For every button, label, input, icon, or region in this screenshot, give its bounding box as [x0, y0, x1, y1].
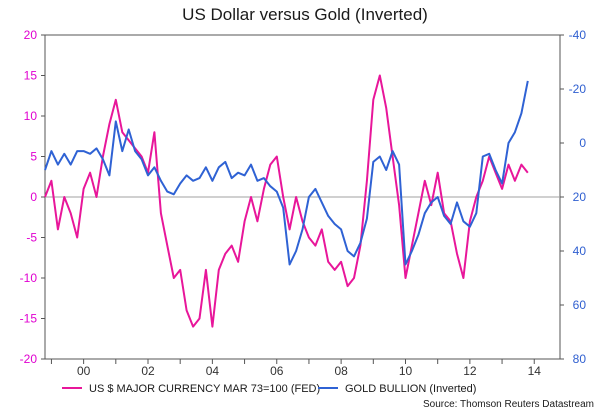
right-axis-tick-label: 60 — [573, 298, 587, 312]
x-axis-tick-label: 02 — [141, 364, 155, 378]
left-axis-tick-label: 10 — [24, 109, 38, 123]
legend-label-usd: US $ MAJOR CURRENCY MAR 73=100 (FED) — [89, 383, 320, 395]
left-axis-tick-label: 20 — [24, 28, 38, 42]
right-axis-tick-label: 0 — [579, 136, 586, 150]
left-axis-tick-label: -15 — [20, 312, 38, 326]
x-axis-tick-label: 08 — [334, 364, 348, 378]
series-line-gold-bullion-inverted — [44, 80, 529, 266]
x-axis-tick-label: 06 — [270, 364, 284, 378]
legend-label-gold: GOLD BULLION (Inverted) — [345, 383, 476, 395]
left-axis-tick-label: 5 — [30, 150, 37, 164]
left-axis-tick-label: -20 — [20, 352, 38, 366]
x-axis-tick-label: 00 — [77, 364, 91, 378]
x-axis-tick-label: 04 — [206, 364, 220, 378]
right-axis-tick-label: 40 — [573, 244, 587, 258]
series-line-usd-major-currency — [44, 74, 529, 328]
left-axis-tick-label: -10 — [20, 271, 38, 285]
right-axis-tick-label: 80 — [573, 352, 587, 366]
x-axis-tick-label: 14 — [528, 364, 542, 378]
left-axis-tick-label: 0 — [30, 190, 37, 204]
legend: US $ MAJOR CURRENCY MAR 73=100 (FED) GOL… — [62, 383, 476, 395]
chart-title: US Dollar versus Gold (Inverted) — [182, 5, 428, 24]
right-axis-tick-label: 20 — [573, 190, 587, 204]
tick-layer: 20 15 10 5 0 -5 -10 -15 -20 -40 -20 0 20 40 60 80 00 02 04… — [20, 28, 587, 378]
right-axis-tick-label: -40 — [569, 28, 587, 42]
right-axis-tick-label: -20 — [569, 82, 587, 96]
left-axis-tick-label: -5 — [26, 231, 37, 245]
source-note: Source: Thomson Reuters Datastream — [423, 399, 594, 410]
series-layer — [44, 74, 529, 328]
x-axis-tick-label: 12 — [463, 364, 477, 378]
x-axis-tick-label: 10 — [399, 364, 413, 378]
left-axis-tick-label: 15 — [24, 69, 38, 83]
